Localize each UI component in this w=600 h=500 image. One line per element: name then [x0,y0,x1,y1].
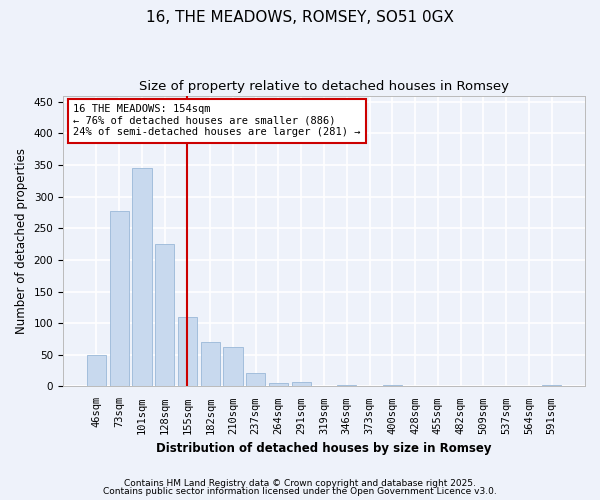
Text: Contains HM Land Registry data © Crown copyright and database right 2025.: Contains HM Land Registry data © Crown c… [124,478,476,488]
Bar [178,317,197,386]
Bar [383,385,402,386]
Bar [269,384,288,386]
Bar [132,168,152,386]
Bar [200,342,220,386]
Bar [155,244,175,386]
Bar [110,210,129,386]
Y-axis label: Number of detached properties: Number of detached properties [15,148,28,334]
Bar [246,372,265,386]
X-axis label: Distribution of detached houses by size in Romsey: Distribution of detached houses by size … [156,442,492,455]
Bar [223,346,242,387]
Bar [292,382,311,386]
Text: Contains public sector information licensed under the Open Government Licence v3: Contains public sector information licen… [103,487,497,496]
Bar [542,385,561,386]
Title: Size of property relative to detached houses in Romsey: Size of property relative to detached ho… [139,80,509,93]
Text: 16 THE MEADOWS: 154sqm
← 76% of detached houses are smaller (886)
24% of semi-de: 16 THE MEADOWS: 154sqm ← 76% of detached… [73,104,361,138]
Text: 16, THE MEADOWS, ROMSEY, SO51 0GX: 16, THE MEADOWS, ROMSEY, SO51 0GX [146,10,454,25]
Bar [87,355,106,386]
Bar [337,384,356,386]
